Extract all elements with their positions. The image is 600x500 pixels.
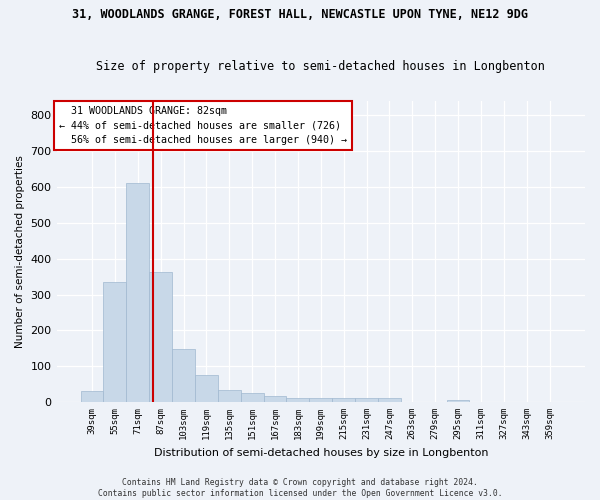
Y-axis label: Number of semi-detached properties: Number of semi-detached properties [15, 155, 25, 348]
Bar [149, 272, 172, 402]
Title: Size of property relative to semi-detached houses in Longbenton: Size of property relative to semi-detach… [97, 60, 545, 74]
Bar [332, 398, 355, 402]
Text: 31 WOODLANDS GRANGE: 82sqm
← 44% of semi-detached houses are smaller (726)
  56%: 31 WOODLANDS GRANGE: 82sqm ← 44% of semi… [59, 106, 347, 145]
Bar [103, 282, 127, 402]
Bar [127, 184, 149, 402]
Bar [263, 396, 286, 402]
Bar [195, 375, 218, 402]
Bar [80, 392, 103, 402]
Text: 31, WOODLANDS GRANGE, FOREST HALL, NEWCASTLE UPON TYNE, NE12 9DG: 31, WOODLANDS GRANGE, FOREST HALL, NEWCA… [72, 8, 528, 20]
Bar [172, 350, 195, 402]
Bar [241, 393, 263, 402]
X-axis label: Distribution of semi-detached houses by size in Longbenton: Distribution of semi-detached houses by … [154, 448, 488, 458]
Bar [378, 398, 401, 402]
Bar [218, 390, 241, 402]
Bar [355, 398, 378, 402]
Bar [310, 398, 332, 402]
Bar [286, 398, 310, 402]
Text: Contains HM Land Registry data © Crown copyright and database right 2024.
Contai: Contains HM Land Registry data © Crown c… [98, 478, 502, 498]
Bar [446, 400, 469, 402]
